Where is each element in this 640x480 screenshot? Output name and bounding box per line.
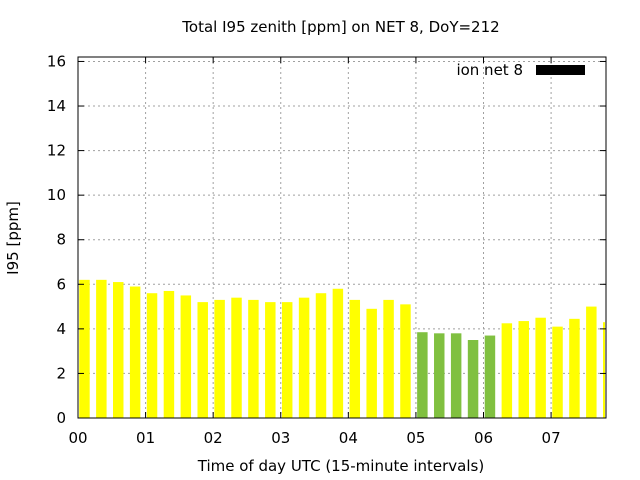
bar [400,304,411,418]
y-tick-label: 14 [47,97,66,115]
bar [129,286,141,418]
y-axis-label: I95 [ppm] [4,201,22,275]
bar [180,295,192,418]
bar [366,308,377,418]
bar [484,335,496,418]
chart-title: Total I95 zenith [ppm] on NET 8, DoY=212 [181,18,499,36]
bar [586,306,597,418]
y-tick-label: 16 [47,52,66,70]
bars [79,279,605,418]
x-tick-label: 07 [542,429,561,447]
bar [518,321,529,418]
bar [146,293,158,418]
y-tick-label: 8 [56,231,66,249]
bar [163,290,175,418]
x-tick-label: 00 [68,429,87,447]
bar [450,333,462,418]
bar [248,299,259,418]
legend-swatch [536,65,585,75]
bar [96,279,107,418]
y-tick-label: 10 [47,186,66,204]
x-axis-label: Time of day UTC (15-minute intervals) [197,457,484,475]
y-tick-label: 2 [56,364,66,382]
x-tick-label: 01 [136,429,155,447]
grid [78,57,606,418]
bar [113,282,124,418]
bar [569,318,580,418]
bar [383,299,394,418]
y-tick-label: 12 [47,142,66,160]
bar [197,302,208,418]
x-tick-label: 04 [339,429,358,447]
bar [265,302,276,418]
y-tick-label: 4 [56,320,66,338]
x-tick-label: 02 [204,429,223,447]
bar [231,297,242,418]
bar [315,293,327,418]
bar [434,333,445,418]
bar [417,332,428,418]
bar [552,326,563,418]
bar [501,323,513,418]
plot-frame [77,56,607,419]
y-tick-label: 6 [56,275,66,293]
legend: ion net 8 [456,61,585,79]
bar [281,302,293,418]
bar [332,288,344,418]
x-tick-label: 05 [406,429,425,447]
bar [602,322,605,418]
y-tick-label: 0 [56,409,66,427]
bar [535,317,546,418]
bar [467,340,479,418]
bar [298,297,310,418]
x-tick-label: 03 [271,429,290,447]
legend-label: ion net 8 [456,61,523,79]
x-tick-label: 06 [474,429,493,447]
bar [79,279,90,418]
bar [214,299,225,418]
bar [349,299,361,418]
